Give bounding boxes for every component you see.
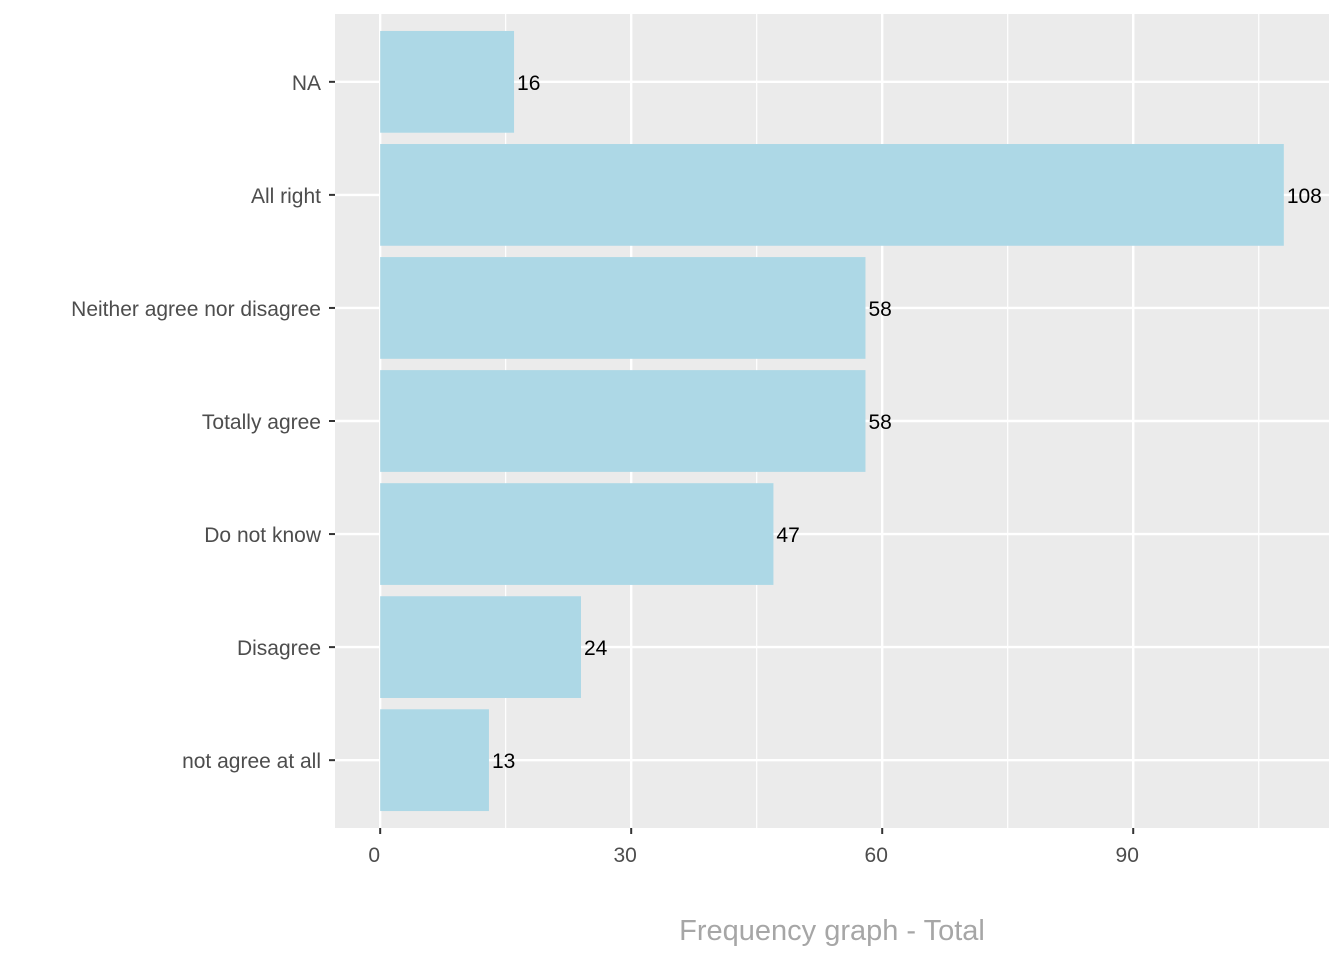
bar-value-label: 108 [1287,185,1322,208]
bar [380,144,1284,246]
bar-value-label: 24 [584,637,608,660]
bar [380,30,515,133]
y-tick-label: NA [292,72,321,95]
y-axis: NA All right Neither agree nor disagree Tot… [71,72,335,773]
data-labels: 16 108 58 58 47 24 13 [492,72,1322,773]
bar-value-label: 58 [868,411,891,434]
bar [380,257,866,359]
y-tick-label: Neither agree nor disagree [71,298,321,321]
bar-value-label: 58 [868,298,891,321]
bars [380,30,1284,812]
bar [380,483,774,585]
x-tick-label: 30 [614,844,637,867]
bar [380,596,581,698]
y-tick-label: Disagree [237,637,321,660]
x-tick-label: 60 [865,844,888,867]
y-tick-label: Do not know [204,524,322,547]
y-tick-label: Totally agree [202,411,321,434]
bar [380,709,489,812]
bar-value-label: 16 [517,72,540,95]
bar-value-label: 13 [492,750,515,773]
x-tick-label: 0 [368,844,380,867]
x-tick-label: 90 [1116,844,1139,867]
y-tick-label: not agree at all [182,750,321,773]
x-axis: 0 30 60 90 [368,828,1139,867]
bar [380,370,866,472]
x-axis-title: Frequency graph - Total [679,915,985,947]
bar-value-label: 47 [776,524,799,547]
y-tick-label: All right [251,185,321,208]
